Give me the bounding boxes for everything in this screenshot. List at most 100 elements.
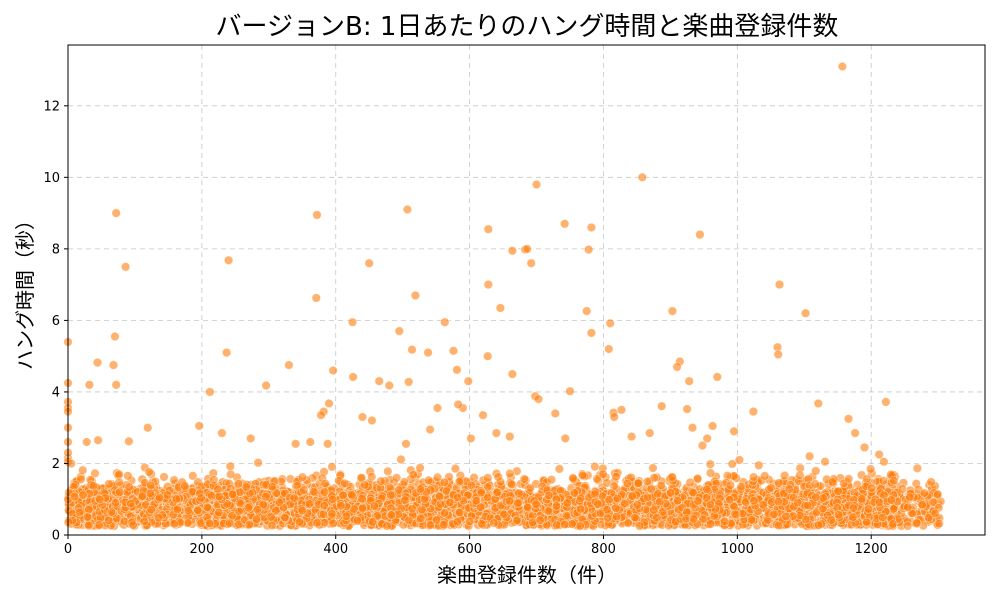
cluster-point xyxy=(123,471,133,481)
cluster-point xyxy=(926,477,936,487)
cluster-point xyxy=(888,519,898,529)
cluster-point xyxy=(506,479,517,489)
cluster-point xyxy=(396,454,406,465)
cluster-point xyxy=(730,509,740,519)
cluster-point xyxy=(928,497,938,507)
cluster-point xyxy=(90,468,100,478)
cluster-point xyxy=(620,498,630,509)
cluster-point xyxy=(622,478,633,489)
cluster-point xyxy=(795,470,805,480)
cluster-point xyxy=(773,520,784,531)
cluster-point xyxy=(78,465,88,475)
cluster-point xyxy=(932,489,943,500)
cluster-point xyxy=(115,487,125,497)
cluster-point xyxy=(769,509,779,519)
cluster-point xyxy=(760,471,770,481)
cluster-point xyxy=(383,466,393,476)
cluster-point xyxy=(897,484,908,494)
cluster-point xyxy=(575,504,586,514)
cluster-point xyxy=(424,475,434,485)
cluster-point xyxy=(439,477,450,487)
cluster-point xyxy=(554,464,565,474)
cluster-point xyxy=(633,478,644,488)
cluster-point xyxy=(188,471,198,481)
cluster-point xyxy=(253,458,263,468)
cluster-point xyxy=(465,516,475,526)
cluster-point xyxy=(634,521,645,531)
cluster-point xyxy=(656,480,666,491)
cluster-point xyxy=(780,470,790,481)
cluster-point xyxy=(878,476,889,486)
cluster-point xyxy=(297,472,308,482)
cluster-point xyxy=(544,490,554,501)
cluster-point xyxy=(489,518,499,528)
cluster-point xyxy=(110,498,121,508)
cluster-point xyxy=(267,520,277,531)
cluster-point xyxy=(477,519,487,529)
cluster-point xyxy=(514,488,524,498)
cluster-point xyxy=(439,520,449,530)
cluster-point xyxy=(94,520,104,530)
cluster-point xyxy=(810,479,820,489)
cluster-point xyxy=(415,463,425,473)
cluster-point xyxy=(145,480,156,491)
cluster-point xyxy=(452,517,463,527)
cluster-point xyxy=(320,478,330,489)
cluster-point xyxy=(590,461,600,472)
cluster-point xyxy=(466,480,477,490)
cluster-point xyxy=(400,495,410,505)
cluster-point xyxy=(252,505,263,515)
cluster-point xyxy=(450,463,461,474)
cluster-point xyxy=(202,502,212,513)
cluster-point xyxy=(724,495,735,505)
cluster-point xyxy=(327,462,337,472)
cluster-point xyxy=(766,483,776,493)
cluster-point xyxy=(435,492,445,502)
cluster-point xyxy=(340,478,350,489)
cluster-point xyxy=(88,481,98,491)
cluster-point xyxy=(758,500,768,510)
cluster-point xyxy=(642,492,653,502)
cluster-point xyxy=(598,469,608,479)
chart-title: バージョンB: 1日あたりのハング時間と楽曲登録件数 xyxy=(216,12,839,42)
cluster-point xyxy=(827,477,838,487)
cluster-point xyxy=(705,468,716,478)
cluster-point xyxy=(727,459,737,469)
cluster-point xyxy=(180,481,190,491)
cluster-point xyxy=(648,463,658,473)
cluster-point xyxy=(227,489,238,499)
cluster-point xyxy=(357,503,368,514)
gridlines xyxy=(67,45,985,536)
cluster-point xyxy=(367,472,377,482)
data-points xyxy=(63,61,946,531)
cluster-point xyxy=(399,477,410,487)
cluster-point xyxy=(382,521,392,531)
cluster-point xyxy=(493,472,503,482)
cluster-point xyxy=(578,470,588,481)
cluster-point xyxy=(318,509,329,519)
cluster-point xyxy=(226,469,236,479)
cluster-point xyxy=(492,487,503,497)
cluster-point xyxy=(784,484,794,494)
cluster-point xyxy=(917,499,927,510)
cluster-point xyxy=(848,512,858,522)
cluster-point xyxy=(912,463,923,473)
cluster-point xyxy=(811,466,821,476)
cluster-point xyxy=(280,512,290,523)
cluster-point xyxy=(685,477,695,488)
cluster-point xyxy=(569,488,580,498)
cluster-point xyxy=(774,478,784,488)
cluster-point xyxy=(233,479,244,489)
cluster-point xyxy=(705,459,715,469)
cluster-point xyxy=(889,475,899,486)
cluster-point xyxy=(243,503,253,513)
cluster-point xyxy=(84,520,94,531)
cluster-point xyxy=(519,474,529,484)
cluster-point xyxy=(114,469,124,480)
cluster-point xyxy=(294,517,305,527)
cluster-point xyxy=(439,508,450,518)
cluster-point xyxy=(688,487,698,498)
cluster-point xyxy=(408,470,418,480)
cluster-point xyxy=(432,472,443,482)
